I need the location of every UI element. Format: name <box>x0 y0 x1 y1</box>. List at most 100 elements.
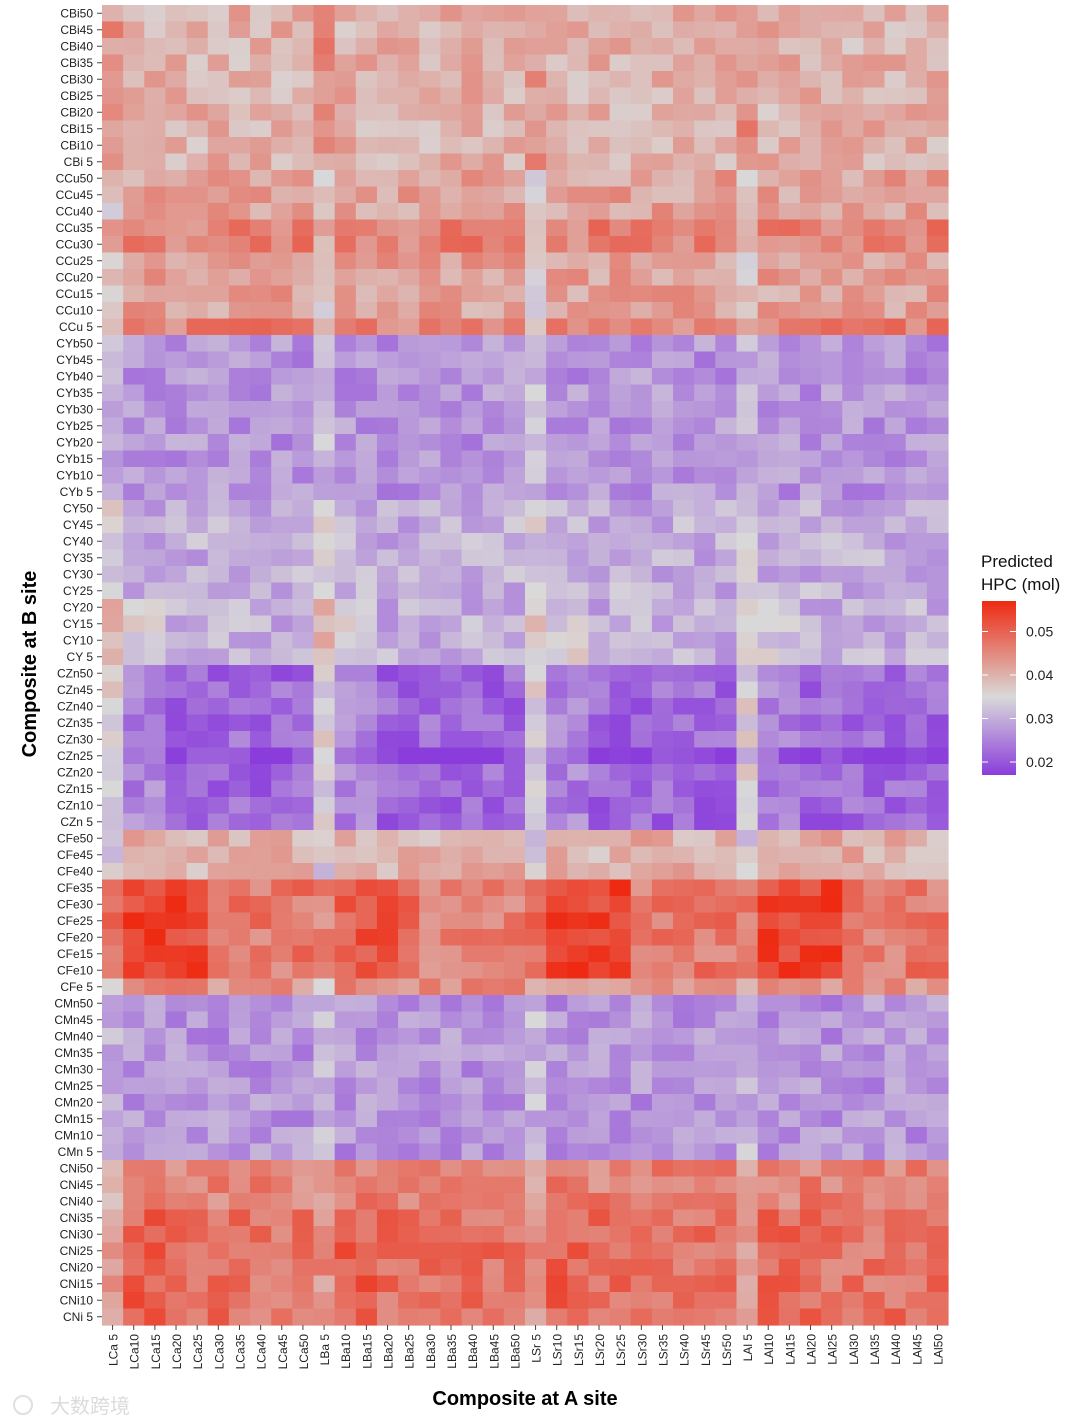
heatmap-cell <box>334 1077 357 1095</box>
heatmap-cell <box>673 632 695 650</box>
heatmap-cell <box>250 434 272 452</box>
heatmap-cell <box>503 731 526 749</box>
heatmap-cell <box>123 1193 145 1211</box>
heatmap-cell <box>207 1259 230 1277</box>
heatmap-cell <box>546 1143 568 1161</box>
heatmap-cell <box>673 87 695 105</box>
heatmap-cell <box>546 434 568 452</box>
heatmap-cell <box>123 500 145 518</box>
heatmap-cell <box>144 54 167 72</box>
heatmap-cell <box>461 995 484 1013</box>
heatmap-cell <box>461 945 484 963</box>
heatmap-cell <box>271 714 293 732</box>
heatmap-cell <box>630 351 653 369</box>
heatmap-cell <box>842 483 864 501</box>
heatmap-cell <box>228 21 251 39</box>
heatmap-cell <box>799 285 822 303</box>
heatmap-cell <box>207 1094 230 1112</box>
heatmap-cell <box>207 1028 230 1046</box>
heatmap-cell <box>271 1094 293 1112</box>
heatmap-cell <box>588 549 611 567</box>
heatmap-cell <box>715 1011 738 1029</box>
heatmap-cell <box>715 714 738 732</box>
heatmap-cell <box>398 978 420 996</box>
heatmap-cell <box>123 945 145 963</box>
heatmap-cell <box>821 71 843 89</box>
heatmap-cell <box>461 285 484 303</box>
heatmap-cell <box>461 1259 484 1277</box>
heatmap-cell <box>588 533 611 551</box>
heatmap-cell <box>694 1193 716 1211</box>
heatmap-cell <box>842 797 864 815</box>
heatmap-cell <box>715 1061 738 1079</box>
heatmap-cell <box>588 665 611 683</box>
heatmap-cell <box>228 962 251 980</box>
heatmap-cell <box>461 1011 484 1029</box>
heatmap-cell <box>715 698 738 716</box>
heatmap-cell <box>165 368 188 386</box>
heatmap-cell <box>102 153 124 171</box>
heatmap-cell <box>863 417 886 435</box>
heatmap-cell <box>207 1127 230 1145</box>
heatmap-cell <box>228 615 251 633</box>
heatmap-cell <box>884 236 907 254</box>
heatmap-cell <box>102 87 124 105</box>
heatmap-cell <box>503 368 526 386</box>
heatmap-cell <box>736 450 759 468</box>
heatmap-cell <box>926 1160 949 1178</box>
heatmap-cell <box>123 1077 145 1095</box>
heatmap-cell <box>525 21 547 39</box>
heatmap-cell <box>102 500 124 518</box>
heatmap-cell <box>884 1061 907 1079</box>
heatmap-cell <box>525 104 547 122</box>
heatmap-cell <box>736 302 759 320</box>
heatmap-cell <box>165 896 188 914</box>
heatmap-cell <box>334 1242 357 1260</box>
heatmap-cell <box>799 1193 822 1211</box>
heatmap-cell <box>926 1193 949 1211</box>
heatmap-cell <box>503 764 526 782</box>
heatmap-cell <box>440 830 463 848</box>
heatmap-cell <box>609 962 632 980</box>
heatmap-cell <box>630 1044 653 1062</box>
heatmap-cell <box>546 945 568 963</box>
heatmap-cell <box>503 599 526 617</box>
heatmap-cell <box>313 467 336 485</box>
heatmap-cell <box>207 1193 230 1211</box>
heatmap-cell <box>355 21 378 39</box>
heatmap-cell <box>567 945 590 963</box>
heatmap-cell <box>736 483 759 501</box>
heatmap-cell <box>334 582 357 600</box>
heatmap-cell <box>778 879 801 897</box>
heatmap-cell <box>440 516 463 534</box>
heatmap-cell <box>905 1028 928 1046</box>
heatmap-cell <box>821 863 843 881</box>
heatmap-cell <box>313 54 336 72</box>
heatmap-cell <box>482 269 505 287</box>
heatmap-cell <box>863 945 886 963</box>
heatmap-cell <box>292 1292 315 1310</box>
heatmap-cell <box>503 1160 526 1178</box>
heatmap-cell <box>884 500 907 518</box>
heatmap-cell <box>926 87 949 105</box>
heatmap-cell <box>503 1044 526 1062</box>
heatmap-cell <box>165 681 188 699</box>
heatmap-cell <box>207 1308 230 1326</box>
heatmap-cell <box>588 879 611 897</box>
heatmap-cell <box>736 170 759 188</box>
heatmap-cell <box>334 335 357 353</box>
heatmap-cell <box>292 269 315 287</box>
heatmap-cell <box>398 797 420 815</box>
heatmap-cell <box>250 1308 272 1326</box>
heatmap-cell <box>461 797 484 815</box>
heatmap-cell <box>546 978 568 996</box>
heatmap-cell <box>376 929 399 947</box>
heatmap-cell <box>123 38 145 56</box>
heatmap-cell <box>673 1226 695 1244</box>
heatmap-cell <box>778 203 801 221</box>
heatmap-cell <box>461 714 484 732</box>
heatmap-cell <box>609 1308 632 1326</box>
heatmap-cell <box>398 632 420 650</box>
heatmap-cell <box>102 731 124 749</box>
x-tick-label: LBa10 <box>339 1334 353 1369</box>
